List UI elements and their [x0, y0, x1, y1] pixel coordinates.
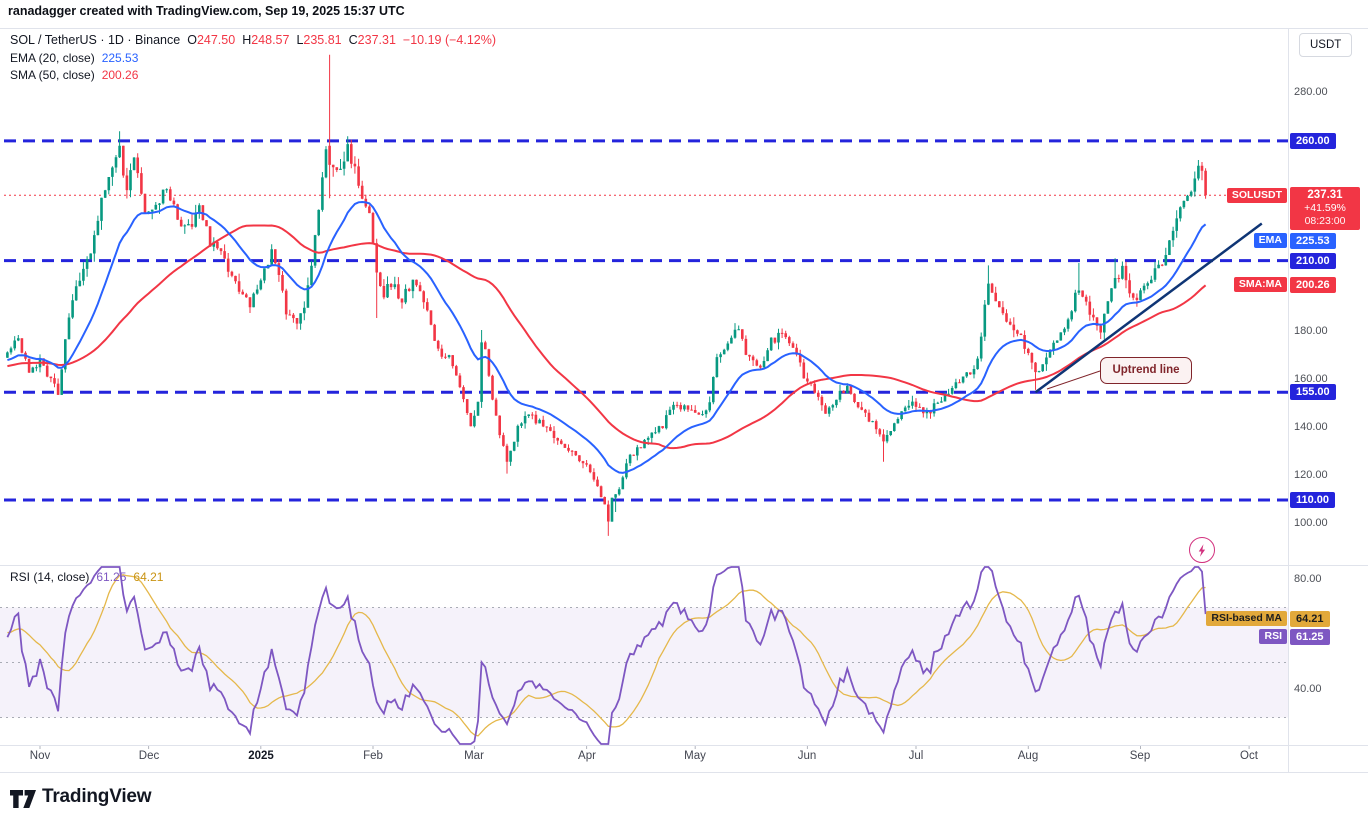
sma-legend-label: SMA (50, close) [10, 68, 95, 82]
ohlc-open-label: O [187, 33, 197, 47]
rsi-legend-row[interactable]: RSI (14, close) 61.25 64.21 [10, 570, 163, 584]
ema-legend-value: 225.53 [101, 51, 139, 65]
rsi-ma-tag: RSI-based MA [1206, 611, 1287, 626]
rsi-axis-badge: 61.25 [1290, 629, 1330, 645]
rsi-legend-label: RSI (14, close) [10, 570, 90, 584]
symbol-legend-row[interactable]: SOL / TetherUS · 1D · Binance O247.50 H248… [10, 33, 496, 47]
tradingview-logo-icon[interactable] [10, 789, 37, 814]
ohlc-low-label: L [296, 33, 304, 47]
sma-axis-badge: 200.26 [1290, 277, 1336, 293]
sma-tag: SMA:MA [1233, 277, 1287, 292]
attribution-text: ranadagger created with TradingView.com,… [8, 4, 405, 18]
ohlc-low-value: 235.81 [303, 33, 342, 47]
sma-legend-value: 200.26 [101, 68, 139, 82]
bar-close-countdown: 08:23:00 [1304, 215, 1346, 227]
ohlc-high-label: H [242, 33, 252, 47]
current-price-change: +41.59% [1304, 202, 1346, 214]
ema-axis-badge: 225.53 [1290, 233, 1336, 249]
ohlc-close-label: C [348, 33, 358, 47]
symbol-price-tag: SOLUSDT [1226, 188, 1287, 203]
lightning-icon [1195, 543, 1210, 558]
ema-tag: EMA [1253, 233, 1287, 248]
daily-change: −10.19 (−4.12%) [402, 33, 497, 47]
ema-legend-label: EMA (20, close) [10, 51, 95, 65]
current-price-badge: 237.31 +41.59% 08:23:00 [1290, 187, 1360, 230]
rsi-ma-axis-badge: 64.21 [1290, 611, 1330, 627]
ohlc-open-value: 247.50 [196, 33, 236, 47]
currency-toggle-button[interactable]: USDT [1299, 33, 1353, 57]
ema-legend-row[interactable]: EMA (20, close) 225.53 [10, 51, 138, 65]
quick-snapshot-button[interactable] [1189, 537, 1215, 563]
rsi-ma-legend-value: 64.21 [133, 570, 164, 584]
current-price-value: 237.31 [1307, 189, 1343, 201]
rsi-legend-value: 61.25 [96, 570, 127, 584]
sma-legend-row[interactable]: SMA (50, close) 200.26 [10, 68, 138, 82]
ohlc-high-value: 248.57 [251, 33, 290, 47]
tradingview-logo-text[interactable]: TradingView [42, 786, 152, 807]
uptrend-line-callout[interactable]: Uptrend line [1100, 357, 1192, 384]
rsi-tag: RSI [1259, 629, 1287, 644]
symbol-title: SOL / TetherUS · 1D · Binance [10, 33, 181, 47]
ohlc-close-value: 237.31 [357, 33, 396, 47]
